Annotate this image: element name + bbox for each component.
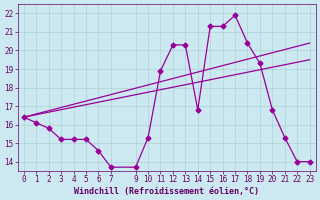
X-axis label: Windchill (Refroidissement éolien,°C): Windchill (Refroidissement éolien,°C)	[74, 187, 259, 196]
